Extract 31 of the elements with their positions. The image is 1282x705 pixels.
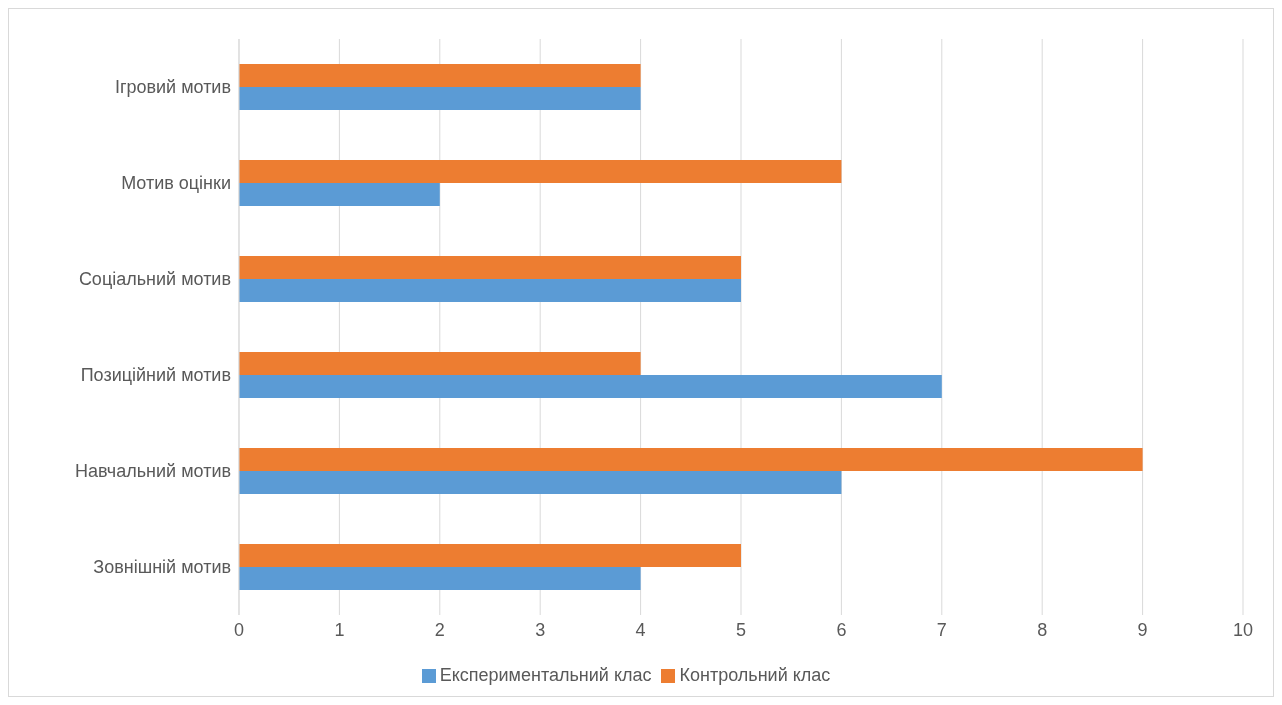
x-tick-label: 9	[1137, 619, 1148, 640]
bar	[239, 448, 1143, 471]
bar	[239, 64, 641, 87]
legend-label: Контрольний клас	[679, 665, 831, 685]
y-tick-label: Мотив оцінки	[121, 173, 231, 194]
bar	[239, 567, 641, 590]
bar	[239, 544, 741, 567]
x-tick-label: 1	[334, 619, 345, 640]
x-tick-label: 3	[535, 619, 546, 640]
y-tick-label: Ігровий мотив	[114, 77, 231, 98]
x-tick-label: 6	[836, 619, 847, 640]
y-tick-label: Навчальний мотив	[75, 461, 231, 482]
bar	[239, 256, 741, 279]
x-tick-label: 5	[735, 619, 747, 640]
bar	[239, 375, 942, 398]
x-tick-label: 7	[936, 619, 947, 640]
bar	[239, 87, 641, 110]
y-tick-label: Соціальний мотив	[78, 269, 231, 290]
bar	[239, 183, 440, 206]
x-tick-label: 8	[1037, 619, 1048, 640]
y-tick-label: Позиційний мотив	[80, 365, 231, 386]
bar	[239, 471, 842, 494]
x-tick-label: 0	[233, 619, 245, 640]
x-tick-label: 2	[434, 619, 445, 640]
legend-label: Експериментальний клас	[439, 665, 652, 685]
bar	[239, 279, 741, 302]
bar	[239, 352, 641, 375]
y-tick-label: Зовнішній мотив	[93, 557, 231, 578]
x-tick-label: 4	[635, 619, 646, 640]
x-tick-label: 10	[1232, 619, 1254, 640]
bar	[239, 160, 842, 183]
